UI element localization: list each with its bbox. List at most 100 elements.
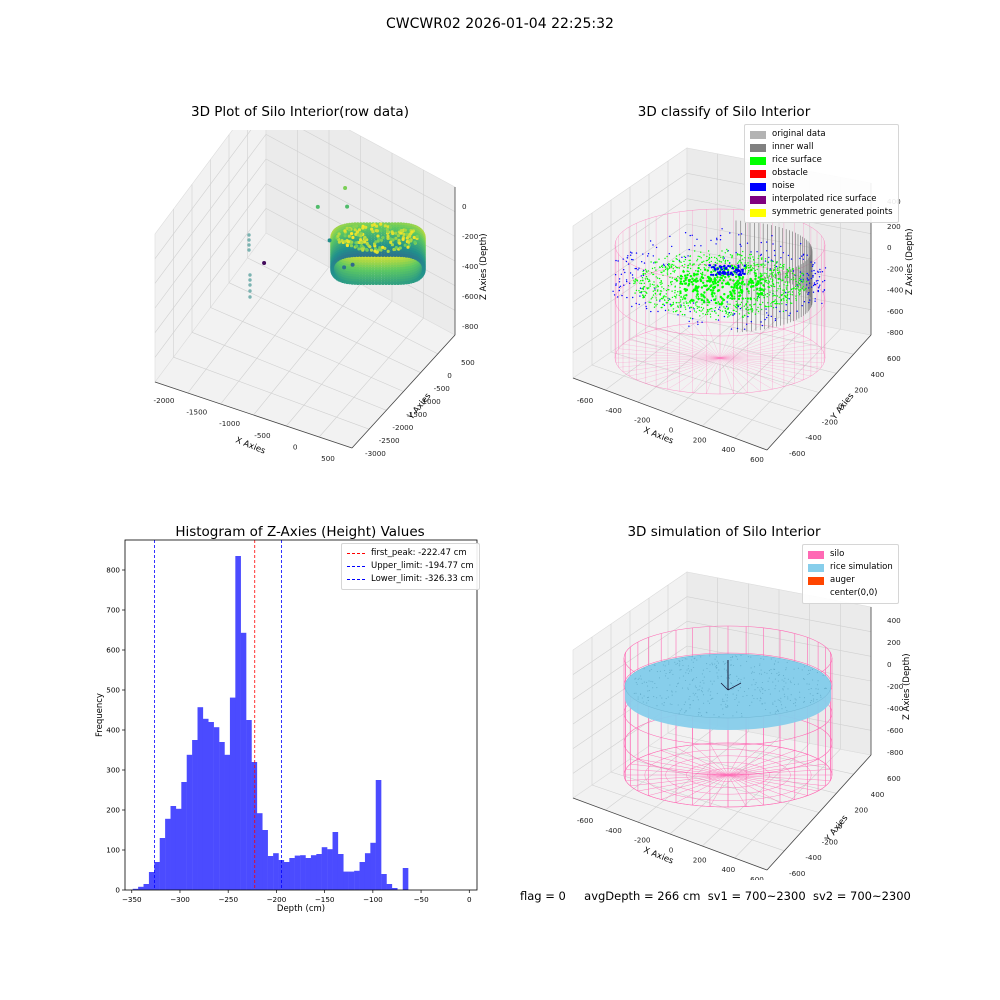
rice-surface-point bbox=[685, 309, 686, 310]
rice-surface-point bbox=[648, 270, 649, 271]
rice-surface-point bbox=[772, 293, 773, 294]
rice-surface-point bbox=[774, 265, 775, 266]
rice-surface-point bbox=[654, 290, 655, 291]
rice-surface-point bbox=[674, 296, 675, 297]
rice-surface-point bbox=[741, 307, 742, 308]
rice-surface-point bbox=[761, 264, 762, 265]
rice-mesh-point bbox=[724, 664, 725, 665]
rice-surface-point bbox=[715, 297, 716, 298]
rice-surface-point bbox=[651, 272, 652, 273]
rice-surface-point bbox=[725, 252, 726, 253]
noise-point bbox=[688, 326, 689, 327]
rice-surface-point bbox=[751, 306, 752, 307]
rice-surface-point bbox=[723, 256, 724, 257]
rice-surface-point bbox=[706, 256, 707, 257]
rice-surface-point bbox=[787, 285, 788, 286]
rice-mesh-point bbox=[787, 688, 788, 689]
rice-surface-point bbox=[718, 303, 720, 305]
rice-surface-point bbox=[746, 288, 748, 290]
rice-surface-point bbox=[748, 257, 749, 258]
noise-point bbox=[647, 255, 648, 256]
rice-surface-point bbox=[744, 257, 745, 258]
rice-surface-point bbox=[704, 264, 705, 265]
rice-surface-point bbox=[778, 273, 779, 274]
rice-surface-point bbox=[661, 298, 662, 299]
noise-point bbox=[775, 318, 776, 319]
rice-surface-point bbox=[663, 297, 664, 298]
outlier-point bbox=[247, 243, 250, 246]
rice-mesh-point bbox=[697, 689, 698, 690]
noise-point bbox=[623, 258, 624, 259]
rice-mesh-point bbox=[736, 656, 737, 657]
rice-surface-point bbox=[684, 314, 685, 315]
surface-point bbox=[356, 230, 359, 233]
rice-surface-point bbox=[687, 267, 688, 268]
rice-surface-point bbox=[741, 255, 742, 256]
rice-surface-point bbox=[703, 261, 704, 262]
rice-surface-point bbox=[646, 287, 647, 288]
rice-surface-point bbox=[786, 289, 787, 290]
rice-mesh-point bbox=[759, 665, 760, 666]
noise-point bbox=[812, 266, 813, 267]
rice-surface-point bbox=[722, 257, 723, 258]
rice-mesh-point bbox=[689, 696, 690, 697]
histogram-bar bbox=[181, 782, 187, 890]
rice-mesh-point bbox=[648, 697, 649, 698]
rice-surface-point bbox=[766, 275, 767, 276]
rice-mesh-point bbox=[725, 663, 726, 664]
rice-surface-point bbox=[711, 261, 712, 262]
rice-mesh-point bbox=[817, 684, 818, 685]
rice-mesh-point bbox=[701, 715, 702, 716]
rice-mesh-point bbox=[704, 677, 705, 678]
z-tick-label: -800 bbox=[887, 328, 904, 337]
rice-surface-point bbox=[700, 310, 701, 311]
rice-surface-point bbox=[665, 296, 666, 297]
panel4-title: 3D simulation of Silo Interior bbox=[574, 524, 874, 540]
rice-mesh-point bbox=[812, 695, 813, 696]
noise-point bbox=[747, 243, 748, 244]
rice-surface-point bbox=[771, 306, 772, 307]
noise-point bbox=[737, 270, 739, 272]
panel2-ylabel: Y Axies bbox=[829, 391, 857, 423]
sv2-text: sv2 = 700~2300 bbox=[813, 889, 911, 903]
histogram-plot: −350 −300 −250 −200 −150 −100 −50 0010020030040… bbox=[106, 540, 477, 904]
rice-mesh-point bbox=[684, 712, 685, 713]
rice-mesh-point bbox=[794, 684, 795, 685]
rice-surface-point bbox=[703, 300, 704, 301]
rice-surface-point bbox=[655, 262, 656, 263]
y-tick-label: 100 bbox=[106, 846, 120, 855]
noise-point bbox=[627, 257, 628, 258]
rice-surface-point bbox=[665, 269, 666, 270]
rice-surface-point bbox=[773, 275, 774, 276]
surface-point bbox=[346, 244, 349, 247]
surface-point bbox=[406, 246, 409, 249]
rice-mesh-point bbox=[730, 682, 731, 683]
noise-point bbox=[718, 272, 720, 274]
rice-surface-point bbox=[661, 272, 662, 273]
surface-point bbox=[377, 240, 380, 243]
histogram-bar bbox=[306, 858, 312, 890]
x-tick-label: -1000 bbox=[219, 419, 240, 428]
rice-surface-point bbox=[659, 278, 660, 279]
noise-point bbox=[822, 271, 823, 272]
rice-surface-point bbox=[784, 291, 785, 292]
x-tick-label: 200 bbox=[693, 435, 707, 444]
rice-mesh-point bbox=[695, 693, 696, 694]
rice-mesh-point bbox=[771, 658, 772, 659]
noise-point bbox=[721, 266, 723, 268]
rice-surface-point bbox=[798, 289, 799, 290]
surface-point bbox=[400, 229, 403, 232]
rice-mesh-point bbox=[688, 699, 689, 700]
rice-mesh-point bbox=[811, 700, 812, 701]
noise-point bbox=[692, 318, 693, 319]
legend-label: noise bbox=[772, 180, 795, 193]
rice-surface-point bbox=[798, 268, 799, 269]
histogram-bar bbox=[370, 843, 376, 890]
rice-surface-point bbox=[708, 311, 709, 312]
rice-surface-point bbox=[729, 263, 730, 264]
rice-mesh-point bbox=[634, 693, 635, 694]
x-tick-label: -1500 bbox=[186, 408, 207, 417]
rice-surface-point bbox=[707, 280, 709, 282]
rice-surface-point bbox=[734, 266, 736, 268]
rice-mesh-point bbox=[820, 697, 821, 698]
